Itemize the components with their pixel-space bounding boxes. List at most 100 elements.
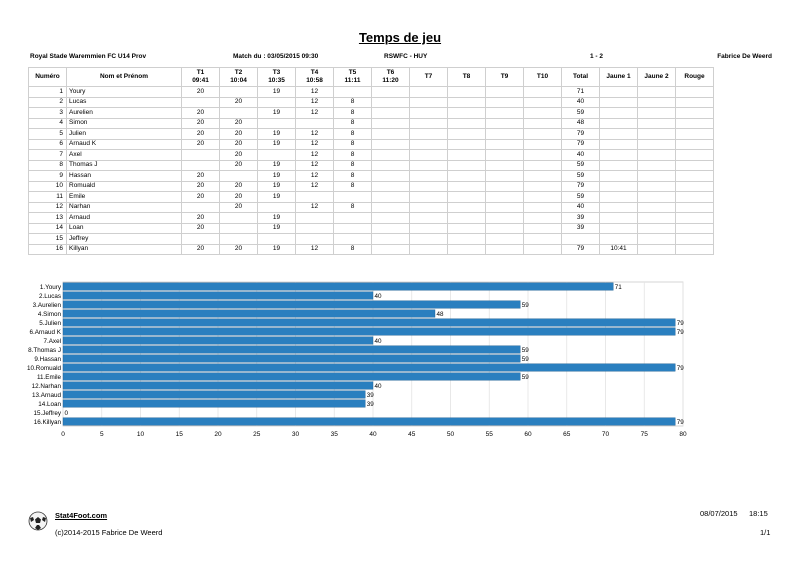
match-datetime: Match du : 03/05/2015 09:30 [233,53,319,60]
table-cell [181,233,220,245]
table-cell [675,243,714,255]
team-name: Royal Stade Waremmien FC U14 Prov [30,53,147,60]
table-cell [675,170,714,182]
category-label: 12.Narhan [32,383,62,390]
table-cell [295,191,334,203]
table-cell [371,138,410,150]
table-cell [485,138,524,150]
player-number: 12 [28,201,67,213]
table-cell [523,180,562,192]
table-cell: 12 [295,86,334,98]
table-cell [371,201,410,213]
table-cell [561,233,600,245]
table-cell: 8 [333,128,372,140]
table-cell: 20 [219,191,258,203]
table-cell [447,149,486,161]
table-cell: 12 [295,96,334,108]
table-cell [637,180,676,192]
table-cell: 20 [219,180,258,192]
table-cell [257,233,296,245]
table-cell [295,222,334,234]
category-label: 14.Loan [38,401,61,408]
table-cell [409,117,448,129]
table-cell [523,170,562,182]
player-name: Loan [66,222,182,234]
table-cell: 19 [257,180,296,192]
table-row: 14 Loan 20 19 39 [28,222,714,234]
playing-time-chart: 0 5 10 15 20 25 30 35 40 45 50 55 60 65 70 75 80 1.Youry 7… [27,281,687,438]
bar-value-label: 59 [522,374,530,381]
table-cell [599,86,638,98]
x-tick-label: 25 [253,431,261,438]
x-tick-label: 35 [331,431,339,438]
table-cell: 19 [257,243,296,255]
bar [62,309,436,318]
player-number: 7 [28,149,67,161]
table-cell [447,233,486,245]
table-cell: 8 [333,107,372,119]
bar-value-label: 48 [437,311,445,318]
table-cell: 19 [257,107,296,119]
table-cell [447,212,486,224]
x-tick-label: 80 [679,431,687,438]
table-cell [523,128,562,140]
table-cell [447,201,486,213]
table-cell [371,222,410,234]
column-header: T6 11:20 [371,67,410,87]
bar-value-label: 79 [677,419,685,426]
x-tick-label: 0 [61,431,65,438]
table-cell: 19 [257,170,296,182]
football-icon [28,511,48,531]
table-cell [409,212,448,224]
table-row: 4 Simon 20 20 8 48 [28,117,714,129]
table-cell [599,222,638,234]
table-cell [637,138,676,150]
bar-value-label: 71 [615,284,623,291]
table-cell [523,159,562,171]
table-cell: 12 [295,159,334,171]
column-header: Numéro [28,67,67,87]
table-cell [371,243,410,255]
bar-value-label: 40 [375,293,383,300]
table-cell [485,96,524,108]
table-cell [637,96,676,108]
table-cell: 20 [181,222,220,234]
table-cell: 8 [333,117,372,129]
table-cell [485,243,524,255]
table-cell [371,233,410,245]
table-cell [675,191,714,203]
table-cell [371,191,410,203]
player-number: 5 [28,128,67,140]
table-cell [485,212,524,224]
player-name: Julien [66,128,182,140]
table-cell [599,138,638,150]
table-cell [485,149,524,161]
table-cell [219,212,258,224]
x-tick-label: 50 [447,431,455,438]
x-tick-label: 45 [408,431,416,438]
x-tick-label: 55 [486,431,494,438]
table-row: 7 Axel 20 12 8 40 [28,149,714,161]
table-cell [371,107,410,119]
table-cell [675,180,714,192]
table-cell [637,159,676,171]
table-cell: 10:41 [599,243,638,255]
x-tick-label: 60 [524,431,532,438]
bar [62,381,374,390]
table-cell: 8 [333,243,372,255]
table-cell: 48 [561,117,600,129]
table-cell [599,180,638,192]
bar-value-label: 79 [677,365,685,372]
table-cell [675,233,714,245]
table-cell [333,86,372,98]
table-cell [181,159,220,171]
player-number: 4 [28,117,67,129]
site-link[interactable]: Stat4Foot.com [55,511,108,520]
table-cell [599,96,638,108]
table-cell [675,117,714,129]
table-cell [333,212,372,224]
player-name: Arnaud [66,212,182,224]
table-cell [409,170,448,182]
table-cell [485,201,524,213]
table-cell [637,191,676,203]
